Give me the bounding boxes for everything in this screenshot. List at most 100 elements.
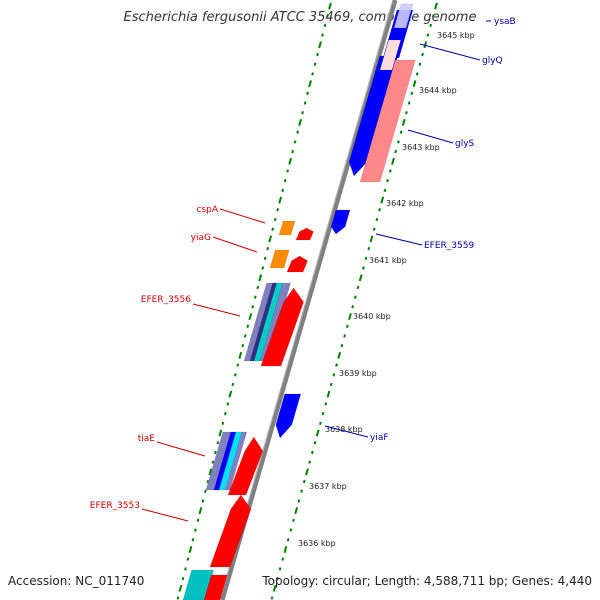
- gc-dot-right: [294, 507, 299, 515]
- gc-dot-left: [268, 235, 273, 243]
- label-leader-line: [419, 43, 481, 61]
- gc-dot-right: [434, 2, 438, 10]
- gc-dot-right: [394, 149, 398, 154]
- reverse-gene-label: yiaF: [370, 433, 389, 443]
- gc-dot-left: [271, 227, 275, 231]
- gc-dot-left: [204, 489, 207, 493]
- forward-gene-arrow: [295, 227, 314, 241]
- tick-label: 3644 kbp: [419, 86, 457, 95]
- gc-dot-right: [332, 373, 336, 377]
- gc-dot-left: [311, 72, 314, 76]
- gc-dot-right: [326, 390, 331, 398]
- gc-dot-left: [288, 157, 293, 165]
- gc-dot-right: [386, 179, 389, 183]
- accession-text: Accession: NC_011740: [8, 574, 145, 588]
- gc-dot-right: [276, 576, 279, 581]
- gc-dot-left: [318, 41, 322, 49]
- gc-dot-right: [278, 567, 282, 571]
- topology-summary: Topology: circular; Length: 4,588,711 bp…: [262, 574, 592, 588]
- gc-dot-right: [429, 23, 432, 28]
- trna-block: [269, 249, 290, 269]
- reverse-gene-label: glyS: [455, 139, 475, 149]
- tick-label: 3641 kbp: [369, 256, 407, 265]
- forward-gene-arrow: [203, 574, 228, 600]
- gc-dot-left: [188, 545, 193, 553]
- gc-dot-right: [431, 14, 435, 18]
- gc-dot-right: [297, 499, 301, 503]
- gc-dot-right: [292, 518, 295, 523]
- trna-block: [278, 220, 296, 236]
- gc-dot-left: [253, 295, 257, 299]
- gc-dot-right: [313, 441, 317, 445]
- gc-dot-right: [300, 489, 303, 493]
- tick-label: 3636 kbp: [298, 539, 336, 548]
- gc-dot-right: [281, 557, 285, 561]
- forward-gene-arrow: [260, 287, 304, 367]
- gc-dot-right: [401, 118, 406, 126]
- mixed-gene-block: [253, 282, 283, 362]
- label-leader-line: [192, 303, 241, 317]
- gc-dot-right: [351, 305, 355, 309]
- gc-dot-left: [301, 111, 304, 115]
- gc-dot-right: [348, 313, 352, 321]
- label-leader-line: [324, 425, 369, 438]
- gc-dot-left: [296, 130, 299, 134]
- gc-dot-right: [329, 382, 333, 387]
- gc-dot-right: [378, 208, 381, 212]
- forward-gene-arrow: [227, 436, 264, 496]
- gc-dot-left: [251, 305, 255, 309]
- gc-dot-left: [263, 256, 267, 261]
- gc-dot-left: [226, 402, 230, 406]
- gc-dot-right: [423, 41, 428, 49]
- gc-dot-right: [321, 411, 325, 416]
- gc-dot-left: [306, 91, 309, 96]
- label-leader-line: [219, 208, 266, 224]
- label-leader-line: [156, 441, 206, 457]
- gc-dot-left: [233, 373, 237, 377]
- gc-dot-left: [303, 101, 307, 105]
- gc-dot-left: [186, 557, 190, 561]
- gc-dot-left: [194, 528, 197, 532]
- gc-dot-left: [231, 382, 235, 387]
- gc-dot-right: [407, 101, 411, 105]
- gc-dot-left: [211, 460, 215, 464]
- gc-dot-right: [405, 111, 408, 115]
- gc-dot-left: [326, 14, 329, 18]
- reverse-gene-arrow: [330, 209, 351, 235]
- gc-dot-right: [289, 528, 293, 532]
- gc-dot-right: [410, 91, 414, 96]
- gc-dot-left: [293, 140, 297, 144]
- gc-dot-right: [362, 266, 365, 270]
- gc-dot-right: [375, 217, 379, 222]
- tick-label: 3640 kbp: [353, 312, 391, 321]
- gene-labels: cspA yiaG EFER_3556 tiaE EFER_3553 ysaB glyQ gl…: [90, 17, 516, 522]
- gc-dot-right: [421, 52, 424, 57]
- gc-dot-left: [221, 421, 225, 425]
- reverse-gene-arrow: [275, 393, 302, 439]
- gc-dot-right: [335, 363, 338, 367]
- gc-dot-right: [308, 460, 312, 464]
- label-leader-line: [375, 233, 423, 246]
- gc-dot-left: [281, 188, 285, 193]
- mixed-gene-block: [218, 431, 243, 491]
- forward-gene-label: EFER_3556: [141, 295, 191, 305]
- gc-dot-left: [218, 429, 223, 437]
- gc-dot-left: [316, 52, 319, 57]
- gc-dot-right: [343, 334, 346, 338]
- forward-gene-label: tiaE: [138, 434, 156, 444]
- gc-dot-left: [261, 266, 265, 270]
- gc-dot-left: [248, 313, 253, 321]
- label-leader-line: [141, 508, 189, 522]
- gc-dot-right: [372, 227, 376, 231]
- reverse-gene-block: [393, 3, 414, 29]
- gc-dot-left: [291, 149, 294, 154]
- gc-dot-right: [391, 157, 395, 165]
- gc-dot-right: [388, 169, 392, 173]
- gc-dot-left: [208, 468, 213, 476]
- gc-dot-right: [340, 343, 344, 348]
- reverse-gene-label: ysaB: [494, 17, 516, 27]
- gc-dot-right: [272, 584, 277, 592]
- gc-dot-left: [184, 567, 187, 571]
- gc-dot-left: [286, 169, 290, 173]
